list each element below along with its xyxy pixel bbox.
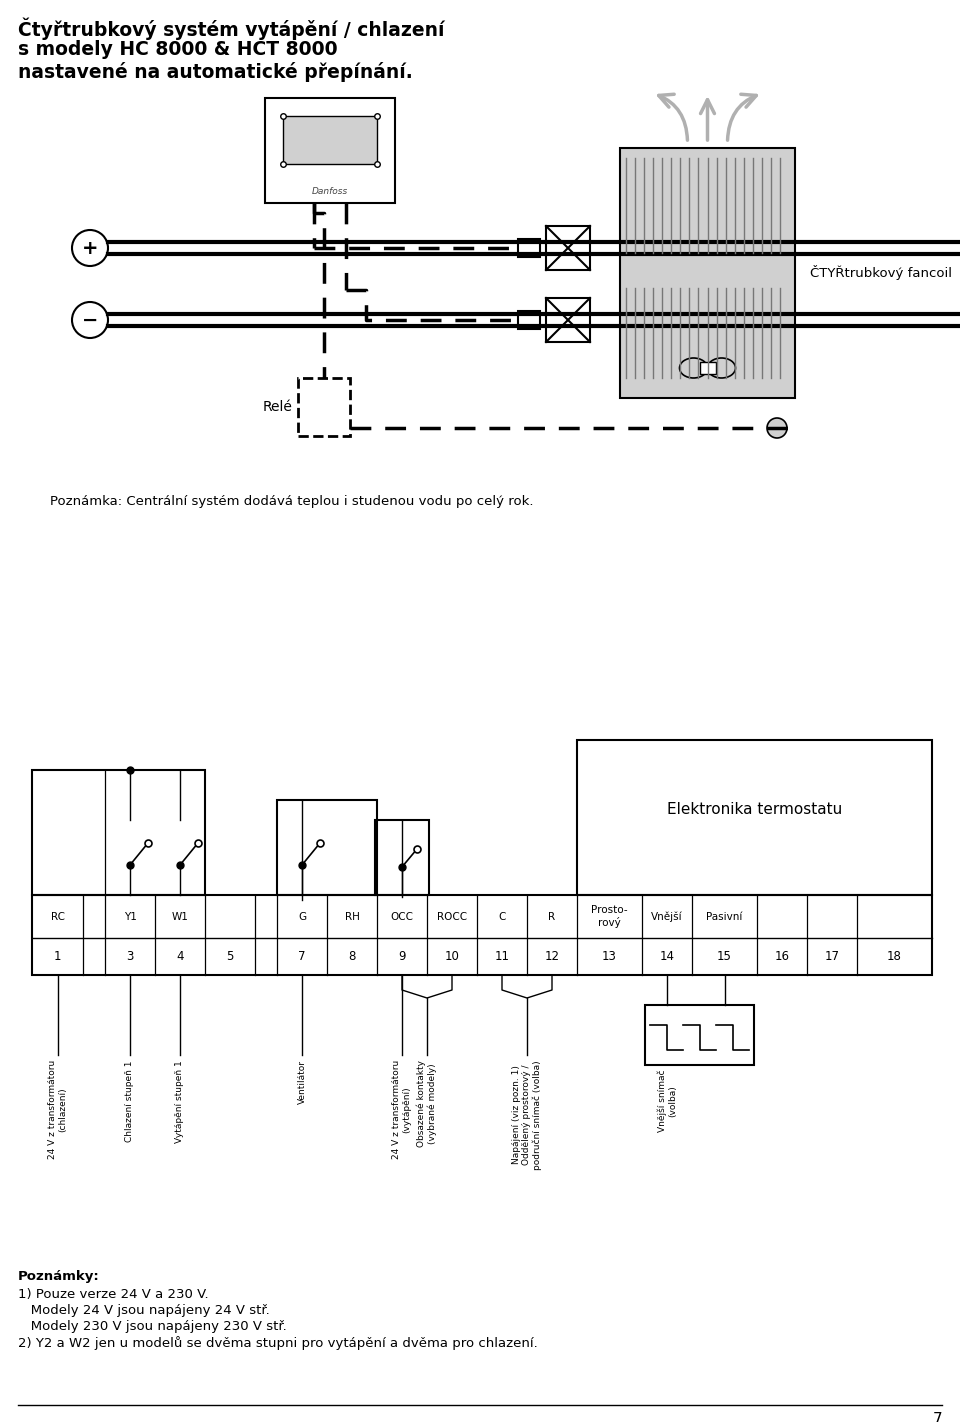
Text: Vnější snímač
(volba): Vnější snímač (volba): [657, 1069, 677, 1132]
Text: RC: RC: [51, 912, 64, 921]
Text: 24 V z transformátoru
(chlazení): 24 V z transformátoru (chlazení): [48, 1059, 67, 1159]
Bar: [32, 894, 932, 975]
Bar: [283, 117, 377, 164]
Text: ROCC: ROCC: [437, 912, 468, 921]
Text: Elektronika termostatu: Elektronika termostatu: [667, 802, 842, 818]
Bar: [277, 801, 377, 894]
Bar: [546, 299, 590, 343]
Text: Modely 24 V jsou napájeny 24 V stř.: Modely 24 V jsou napájeny 24 V stř.: [18, 1304, 270, 1317]
Text: RH: RH: [345, 912, 359, 921]
Text: 14: 14: [660, 950, 675, 963]
Text: 9: 9: [398, 950, 406, 963]
Text: 24 V z transformátoru
(vytápění): 24 V z transformátoru (vytápění): [393, 1059, 412, 1159]
Text: Pasivní: Pasivní: [707, 912, 743, 921]
Bar: [546, 226, 590, 270]
Text: W1: W1: [172, 912, 188, 921]
Text: OCC: OCC: [391, 912, 414, 921]
Text: s modely HC 8000 & HCT 8000: s modely HC 8000 & HCT 8000: [18, 40, 338, 58]
Text: Chlazení stupeň 1: Chlazení stupeň 1: [126, 1059, 134, 1142]
Text: 12: 12: [544, 950, 560, 963]
Text: Poznámka: Centrální systém dodává teplou i studenou vodu po celý rok.: Poznámka: Centrální systém dodává teplou…: [50, 495, 534, 508]
Text: Vnější: Vnější: [651, 912, 683, 921]
Text: Ventilátor: Ventilátor: [298, 1059, 306, 1103]
Ellipse shape: [708, 358, 735, 378]
Text: Danfoss: Danfoss: [312, 186, 348, 195]
Text: 13: 13: [602, 950, 617, 963]
Text: R: R: [548, 912, 556, 921]
Text: 16: 16: [775, 950, 789, 963]
Text: 3: 3: [127, 950, 133, 963]
Text: +: +: [82, 239, 98, 257]
Bar: [518, 311, 540, 328]
Text: 8: 8: [348, 950, 356, 963]
Text: C: C: [498, 912, 506, 921]
Text: 5: 5: [227, 950, 233, 963]
Text: Obsazené kontakty
(vybrané modely): Obsazené kontakty (vybrané modely): [417, 1059, 437, 1148]
Ellipse shape: [680, 358, 708, 378]
Text: 15: 15: [717, 950, 732, 963]
Text: ČTYŘtrubkový fancoil: ČTYŘtrubkový fancoil: [810, 266, 952, 280]
Bar: [375, 820, 429, 894]
Text: Prosto-
rový: Prosto- rový: [591, 904, 628, 929]
Text: nastavené na automatické přepínání.: nastavené na automatické přepínání.: [18, 63, 413, 82]
Text: Relé: Relé: [263, 400, 293, 414]
Bar: [700, 363, 715, 374]
Text: Napájení (viz pozn. 1)
Oddělený prostorový /
područní snímač (volba): Napájení (viz pozn. 1) Oddělený prostoro…: [512, 1059, 542, 1170]
Text: 10: 10: [444, 950, 460, 963]
Text: Modely 230 V jsou napájeny 230 V stř.: Modely 230 V jsou napájeny 230 V stř.: [18, 1320, 287, 1332]
Text: 1: 1: [54, 950, 61, 963]
Text: G: G: [298, 912, 306, 921]
Text: 2) Y2 a W2 jen u modelů se dvěma stupni pro vytápění a dvěma pro chlazení.: 2) Y2 a W2 jen u modelů se dvěma stupni …: [18, 1337, 538, 1349]
Text: 17: 17: [825, 950, 839, 963]
Text: 4: 4: [177, 950, 183, 963]
Circle shape: [767, 418, 787, 438]
Text: −: −: [82, 310, 98, 330]
Bar: [577, 739, 932, 894]
Text: 1) Pouze verze 24 V a 230 V.: 1) Pouze verze 24 V a 230 V.: [18, 1288, 208, 1301]
Bar: [298, 378, 350, 437]
Text: Vytápění stupeň 1: Vytápění stupeň 1: [176, 1059, 184, 1143]
Text: Poznámky:: Poznámky:: [18, 1270, 100, 1283]
Bar: [265, 98, 395, 203]
Text: Y1: Y1: [124, 912, 136, 921]
Bar: [620, 148, 795, 398]
Text: 18: 18: [887, 950, 902, 963]
Bar: [645, 1005, 754, 1065]
Text: Čtyřtrubkový systém vytápění / chlazení: Čtyřtrubkový systém vytápění / chlazení: [18, 18, 444, 40]
Text: 7: 7: [299, 950, 305, 963]
Text: 7: 7: [932, 1412, 942, 1422]
Text: 11: 11: [494, 950, 510, 963]
Bar: [518, 239, 540, 257]
Bar: [32, 769, 205, 894]
